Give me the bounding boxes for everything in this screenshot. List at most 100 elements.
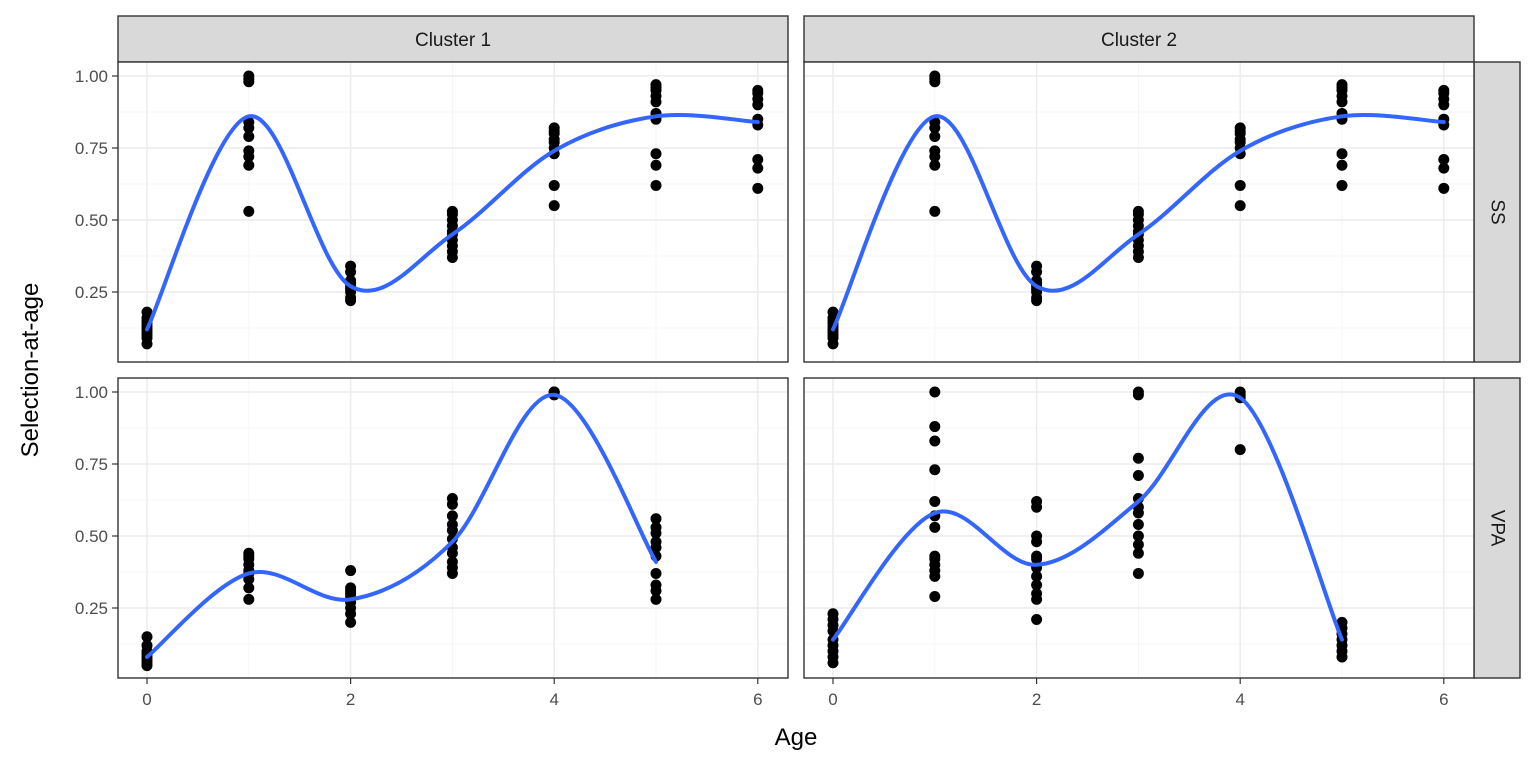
- panel-cluster-2-vpa: 0 2 4 6: [803, 377, 1475, 709]
- panel-cluster-2-ss: [803, 61, 1475, 363]
- data-point: [446, 493, 458, 505]
- data-point: [929, 386, 941, 398]
- data-point: [650, 536, 662, 548]
- smooth-line: [831, 392, 1344, 642]
- data-point: [1031, 588, 1043, 600]
- data-point: [929, 130, 941, 142]
- data-point: [650, 521, 662, 533]
- data-point: [650, 179, 662, 191]
- smooth-group: [145, 112, 760, 332]
- strip-background: [117, 15, 789, 63]
- data-point: [1132, 547, 1144, 559]
- strip-background: [1473, 377, 1521, 679]
- data-point: [243, 593, 255, 605]
- y-tick-label: 1.00: [75, 383, 108, 402]
- strip-label: Cluster 1: [415, 30, 491, 51]
- data-point: [1031, 570, 1043, 582]
- x-tick-label: 0: [828, 690, 837, 709]
- data-point: [929, 205, 941, 217]
- smooth-group: [831, 392, 1344, 642]
- data-point: [1234, 122, 1246, 134]
- data-point: [1031, 550, 1043, 562]
- data-point: [1234, 444, 1246, 456]
- data-point: [243, 145, 255, 157]
- data-point: [446, 205, 458, 217]
- data-point: [1336, 616, 1348, 628]
- facet-strip-cluster-2: Cluster 2: [803, 15, 1475, 63]
- data-point: [1234, 200, 1246, 212]
- x-tick-label: 6: [753, 690, 762, 709]
- panel-border: [803, 377, 1475, 679]
- data-point: [1438, 182, 1450, 194]
- data-point: [752, 162, 764, 174]
- strip-label: VPA: [1487, 510, 1508, 547]
- data-point: [1336, 79, 1348, 91]
- smooth-line: [145, 392, 658, 659]
- y-tick-label: 0.50: [75, 211, 108, 230]
- data-point: [548, 122, 560, 134]
- data-point: [650, 513, 662, 525]
- data-point: [650, 159, 662, 171]
- panel-cluster-1-ss: 0.25 0.50 0.75 1.00: [75, 61, 789, 363]
- strip-label: SS: [1487, 199, 1508, 224]
- data-point: [243, 159, 255, 171]
- y-tick-label: 0.50: [75, 527, 108, 546]
- data-point: [752, 84, 764, 96]
- smooth-group: [145, 392, 658, 659]
- data-point: [929, 590, 941, 602]
- data-point: [141, 306, 153, 318]
- data-point: [345, 582, 357, 594]
- data-point: [929, 521, 941, 533]
- data-point: [650, 567, 662, 579]
- data-point: [650, 148, 662, 160]
- data-point: [141, 639, 153, 651]
- y-tick-label: 0.25: [75, 599, 108, 618]
- strip-background: [1473, 61, 1521, 363]
- data-point: [929, 464, 941, 476]
- data-point: [650, 579, 662, 591]
- data-point: [1031, 495, 1043, 507]
- data-point: [929, 76, 941, 88]
- data-point: [1031, 579, 1043, 591]
- x-axis-title: Age: [775, 724, 818, 751]
- data-point: [1132, 386, 1144, 398]
- data-point: [1031, 260, 1043, 272]
- data-point: [1438, 154, 1450, 166]
- x-tick-label: 0: [142, 690, 151, 709]
- data-point: [929, 435, 941, 447]
- facet-strip-cluster-1: Cluster 1: [117, 15, 789, 63]
- y-tick-label: 0.75: [75, 139, 108, 158]
- data-point: [827, 608, 839, 620]
- panel-cluster-1-vpa: 0.25 0.50 0.75 1.00 0 2 4 6: [75, 377, 789, 709]
- data-point: [1234, 179, 1246, 191]
- data-point: [1031, 530, 1043, 542]
- data-point: [1132, 539, 1144, 551]
- x-tick-label: 6: [1439, 690, 1448, 709]
- data-point: [548, 179, 560, 191]
- data-point: [1336, 148, 1348, 160]
- data-point: [243, 547, 255, 559]
- y-tick-label: 0.25: [75, 283, 108, 302]
- panel-border: [117, 61, 789, 363]
- data-point: [1132, 452, 1144, 464]
- data-point: [446, 518, 458, 530]
- smooth-group: [831, 112, 1446, 332]
- data-point: [752, 182, 764, 194]
- strip-label: Cluster 2: [1101, 30, 1177, 51]
- data-point: [1438, 84, 1450, 96]
- data-point: [548, 200, 560, 212]
- facet-strip-ss: SS: [1473, 61, 1521, 363]
- data-point: [446, 556, 458, 568]
- data-point: [243, 582, 255, 594]
- data-point: [1132, 530, 1144, 542]
- data-point: [929, 495, 941, 507]
- data-point: [752, 154, 764, 166]
- data-point: [929, 145, 941, 157]
- data-point: [650, 79, 662, 91]
- x-tick-label: 2: [1032, 690, 1041, 709]
- x-tick-label: 2: [346, 690, 355, 709]
- data-point: [345, 616, 357, 628]
- data-point: [243, 130, 255, 142]
